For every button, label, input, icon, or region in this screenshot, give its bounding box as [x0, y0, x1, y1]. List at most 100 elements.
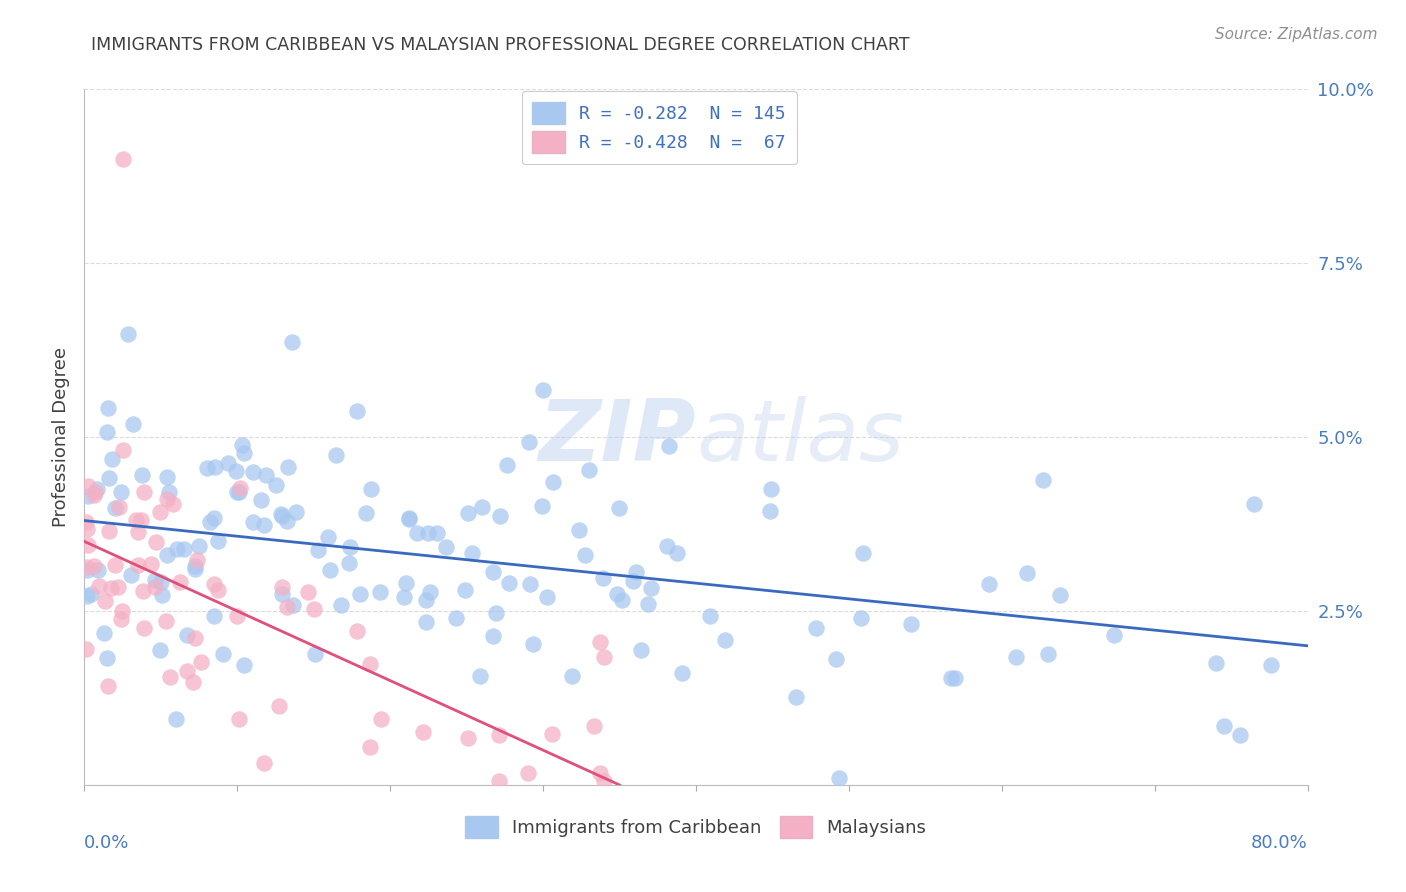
Point: [96, 425, 118, 439]
Point: [304, 647, 326, 661]
Point: [761, 483, 783, 497]
Point: [398, 511, 420, 525]
Point: [630, 643, 652, 657]
Point: [97, 401, 120, 415]
Point: [785, 690, 807, 705]
Point: [359, 657, 381, 672]
Point: [655, 539, 678, 553]
Point: [370, 712, 392, 726]
Point: [488, 774, 510, 789]
Point: [264, 478, 287, 492]
Point: [150, 588, 173, 602]
Point: [488, 728, 510, 742]
Text: IMMIGRANTS FROM CARIBBEAN VS MALAYSIAN PROFESSIONAL DEGREE CORRELATION CHART: IMMIGRANTS FROM CARIBBEAN VS MALAYSIAN P…: [91, 36, 910, 54]
Point: [852, 546, 875, 560]
Point: [231, 438, 253, 452]
Point: [271, 587, 294, 601]
Point: [233, 657, 256, 672]
Point: [181, 675, 204, 690]
Point: [434, 540, 457, 554]
Point: [606, 587, 628, 601]
Point: [149, 505, 172, 519]
Point: [406, 526, 429, 541]
Point: [568, 523, 591, 537]
Point: [713, 633, 735, 648]
Point: [471, 500, 494, 514]
Point: [337, 557, 360, 571]
Point: [155, 614, 177, 628]
Point: [825, 652, 848, 666]
Point: [354, 506, 377, 520]
Point: [226, 484, 249, 499]
Point: [131, 468, 153, 483]
Point: [482, 629, 505, 643]
Point: [97, 679, 120, 693]
Point: [339, 540, 361, 554]
Point: [699, 608, 721, 623]
Point: [156, 548, 179, 562]
Point: [121, 417, 143, 431]
Point: [132, 621, 155, 635]
Point: [76, 562, 98, 576]
Point: [211, 647, 233, 661]
Point: [169, 575, 191, 590]
Point: [346, 624, 368, 639]
Point: [111, 604, 134, 618]
Point: [1229, 728, 1251, 742]
Point: [284, 505, 307, 519]
Point: [270, 507, 292, 521]
Point: [828, 771, 851, 785]
Point: [541, 475, 564, 490]
Point: [671, 666, 693, 681]
Point: [104, 558, 127, 573]
Point: [190, 656, 212, 670]
Point: [232, 446, 254, 460]
Point: [849, 611, 872, 625]
Point: [198, 515, 221, 529]
Point: [207, 534, 229, 549]
Point: [149, 643, 172, 657]
Point: [98, 471, 121, 485]
Point: [468, 668, 491, 682]
Point: [666, 546, 689, 560]
Point: [307, 542, 329, 557]
Point: [134, 485, 156, 500]
Point: [346, 404, 368, 418]
Point: [204, 460, 226, 475]
Point: [522, 637, 544, 651]
Point: [589, 766, 612, 780]
Point: [127, 558, 149, 572]
Point: [250, 492, 273, 507]
Point: [610, 593, 633, 607]
Point: [195, 461, 218, 475]
Point: [329, 598, 352, 612]
Point: [806, 621, 828, 635]
Point: [392, 590, 415, 604]
Y-axis label: Professional Degree: Professional Degree: [52, 347, 70, 527]
Point: [132, 584, 155, 599]
Point: [900, 617, 922, 632]
Point: [276, 514, 298, 528]
Point: [398, 512, 420, 526]
Legend: Immigrants from Caribbean, Malaysians: Immigrants from Caribbean, Malaysians: [458, 809, 934, 846]
Point: [419, 585, 441, 599]
Point: [270, 508, 292, 523]
Point: [252, 517, 274, 532]
Point: [297, 585, 319, 599]
Point: [1213, 719, 1236, 733]
Point: [519, 577, 541, 591]
Point: [658, 439, 681, 453]
Point: [76, 589, 98, 603]
Point: [101, 452, 124, 467]
Point: [228, 712, 250, 726]
Point: [485, 606, 508, 620]
Point: [145, 534, 167, 549]
Point: [939, 671, 962, 685]
Point: [76, 538, 98, 552]
Point: [83, 488, 105, 502]
Point: [184, 562, 207, 576]
Point: [1049, 588, 1071, 602]
Point: [1243, 497, 1265, 511]
Point: [86, 482, 108, 496]
Point: [621, 574, 644, 588]
